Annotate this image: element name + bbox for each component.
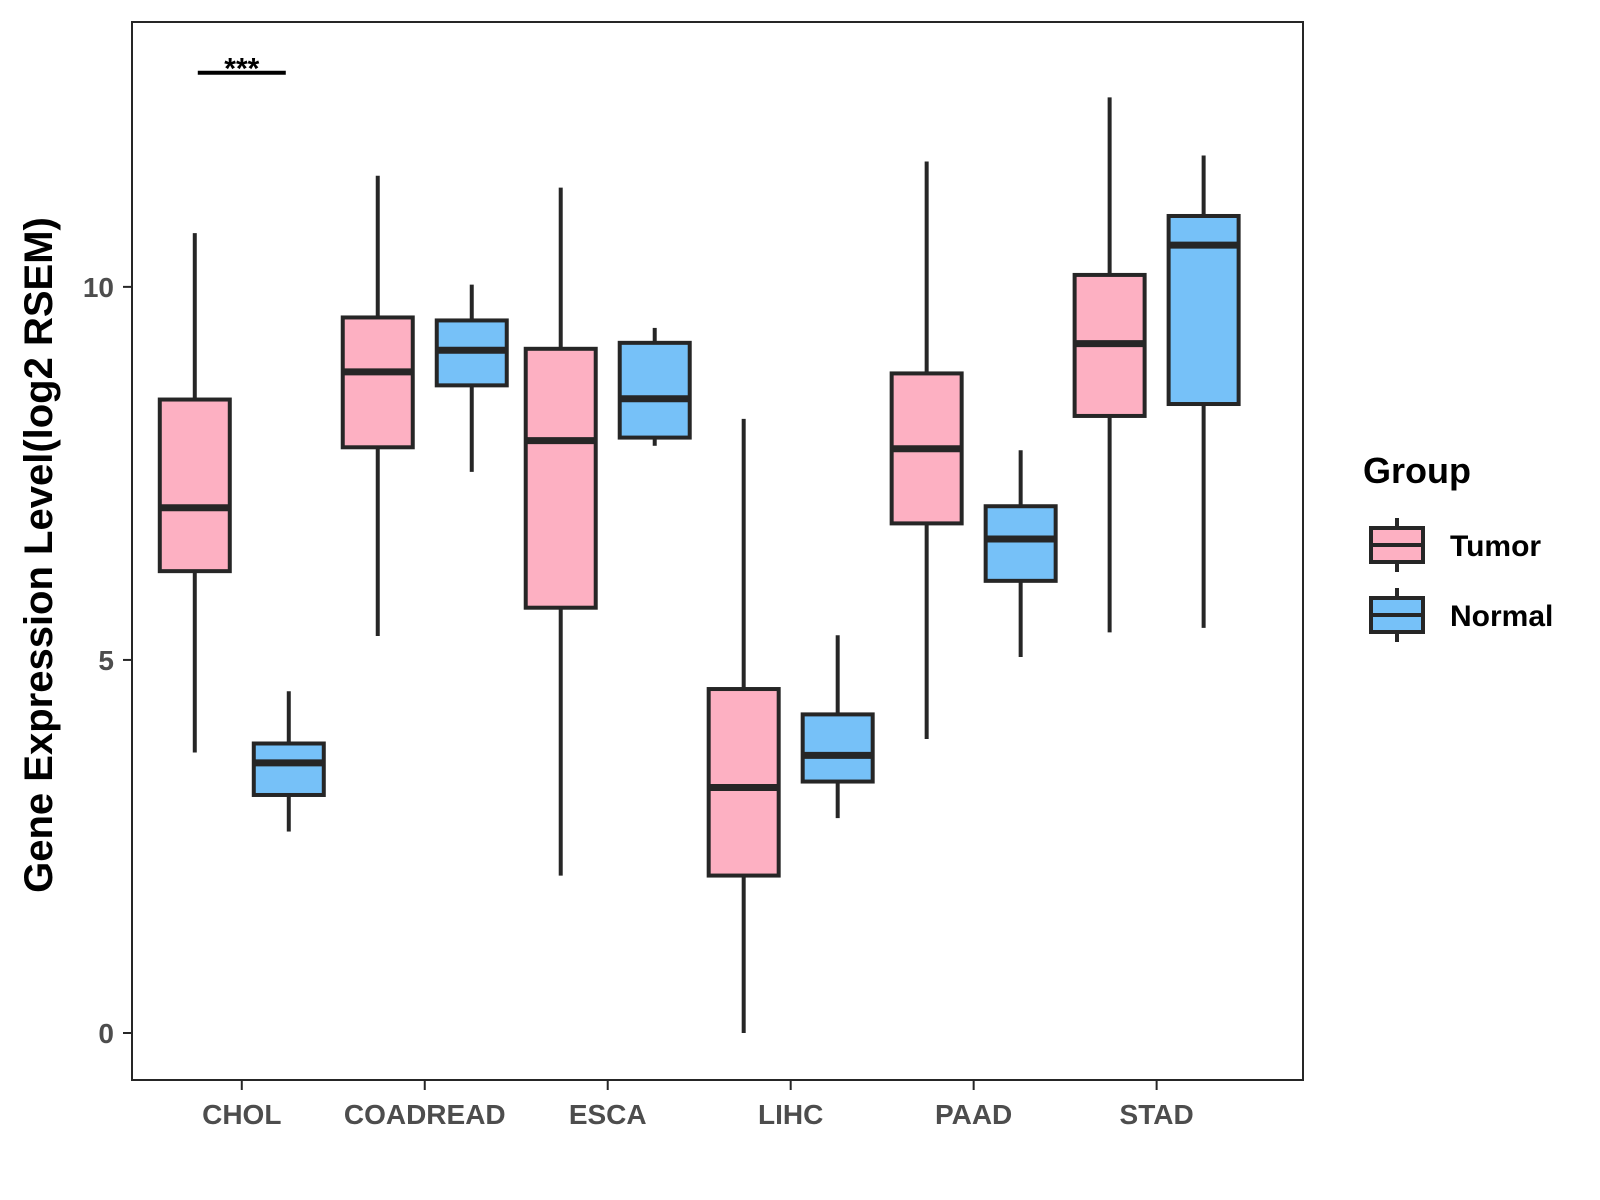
- significance-annotations: ***: [197, 53, 286, 86]
- legend-item-tumor: Tumor: [1369, 518, 1541, 572]
- x-tick-label: PAAD: [935, 1099, 1012, 1130]
- box-tumor-lihc: [706, 418, 781, 1033]
- box-tumor-chol: [157, 233, 232, 753]
- legend-label: Normal: [1450, 600, 1553, 633]
- box-normal-stad: [1166, 155, 1241, 628]
- legend-label: Tumor: [1450, 530, 1541, 563]
- significance-label: ***: [224, 53, 259, 86]
- box-normal-lihc: [800, 635, 875, 819]
- box-normal-paad: [983, 450, 1058, 657]
- legend-item-normal: Normal: [1369, 588, 1553, 642]
- x-tick-label: STAD: [1120, 1099, 1194, 1130]
- plot-panel: [131, 21, 1304, 1081]
- box-body: [617, 340, 692, 440]
- box-body: [706, 687, 781, 878]
- box-normal-esca: [617, 327, 692, 446]
- panel-border: [131, 21, 1304, 1081]
- y-tick-label: 5: [98, 645, 114, 676]
- box-body: [800, 712, 875, 784]
- boxes: [157, 97, 1241, 1033]
- y-tick-label: 0: [98, 1018, 114, 1049]
- x-tick-label: CHOL: [202, 1099, 281, 1130]
- box-body: [983, 504, 1058, 583]
- x-tick-label: COADREAD: [344, 1099, 506, 1130]
- box-body: [157, 397, 232, 574]
- box-normal-chol: [251, 691, 326, 832]
- legend: Group Tumor Normal: [1363, 450, 1553, 642]
- y-axis-title: Gene Expression Level(log2 RSEM): [17, 217, 61, 893]
- box-body: [251, 741, 326, 797]
- box-body: [340, 315, 415, 450]
- legend-title: Group: [1363, 450, 1471, 491]
- x-tick-label: LIHC: [758, 1099, 823, 1130]
- box-tumor-coadread: [340, 175, 415, 637]
- axes: 0 5 10 CHOL COADREAD ESCA LIHC PAAD STAD: [83, 272, 1194, 1130]
- box-tumor-esca: [523, 187, 598, 876]
- x-tick-label: ESCA: [569, 1099, 647, 1130]
- y-tick-label: 10: [83, 272, 114, 303]
- box-normal-coadread: [434, 284, 509, 472]
- box-tumor-stad: [1072, 97, 1147, 633]
- box-body: [523, 346, 598, 610]
- box-tumor-paad: [889, 161, 964, 740]
